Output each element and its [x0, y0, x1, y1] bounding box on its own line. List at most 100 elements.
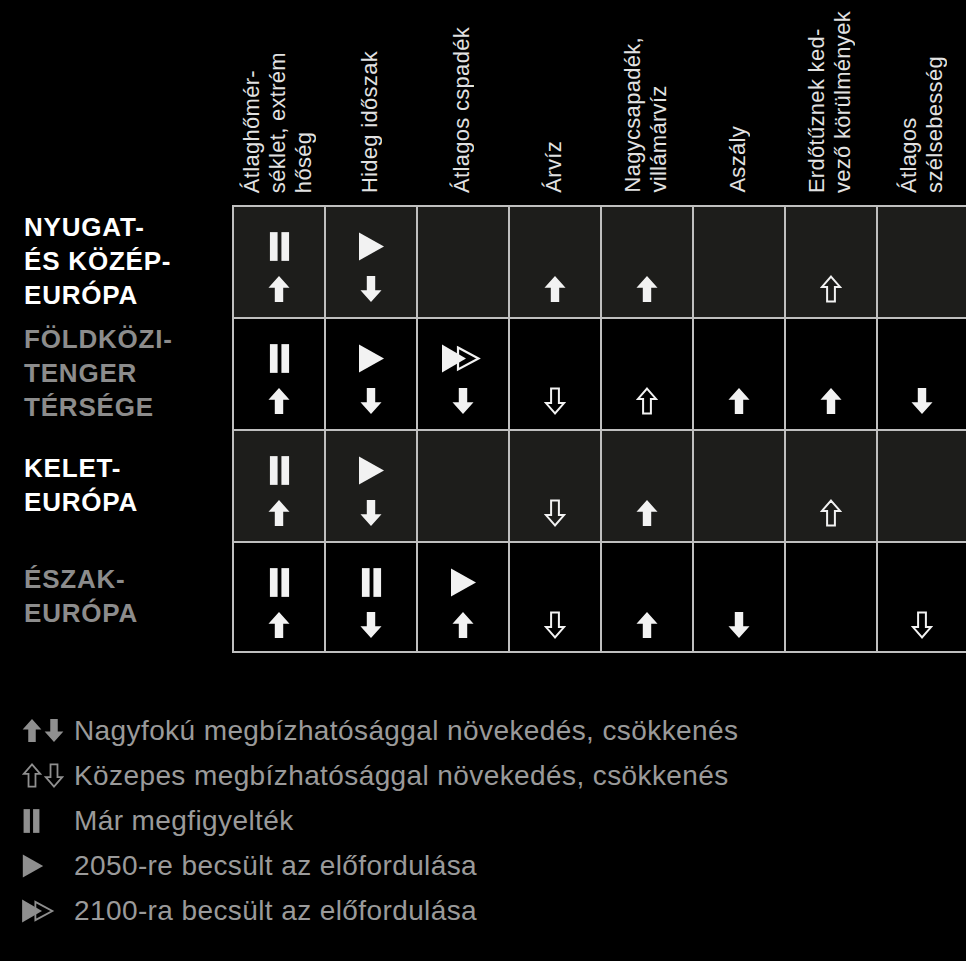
- column-header: Átlagos szélsebesség: [876, 0, 966, 193]
- cell-trend-slot: [442, 335, 484, 381]
- column-header: Átlagos cspadék: [416, 0, 508, 193]
- column-header-label: Átlagos cspadék: [449, 27, 475, 193]
- matrix-cell: [692, 541, 784, 651]
- play-icon: [450, 568, 477, 597]
- up-icon: [268, 500, 290, 526]
- cell-arrow-slot: [452, 605, 474, 645]
- matrix-cell: [600, 317, 692, 429]
- cell-arrow-slot: [268, 269, 290, 309]
- cell-arrow-slot: [911, 381, 933, 421]
- cell-trend-slot: [268, 335, 291, 381]
- column-header: Hideg időszak: [324, 0, 416, 193]
- down-icon: [911, 388, 933, 414]
- up-icon: [268, 388, 290, 414]
- down-icon: [360, 276, 382, 302]
- up-icon: [820, 388, 842, 414]
- cell-arrow-slot: [544, 605, 566, 645]
- up-icon: [544, 276, 566, 302]
- legend-icon-group: [20, 809, 74, 833]
- matrix-cell: [600, 541, 692, 651]
- cell-arrow-slot: [360, 605, 382, 645]
- column-header: Nagycsapadék, villámárvíz: [600, 0, 692, 193]
- cell-trend-slot: [268, 447, 291, 493]
- matrix-cell: [232, 541, 324, 651]
- matrix-cell: [324, 317, 416, 429]
- down-icon: [360, 612, 382, 638]
- matrix-cell: [876, 317, 966, 429]
- matrix-cell: [600, 205, 692, 317]
- legend: Nagyfokú megbízhatósággal növekedés, csö…: [20, 708, 738, 933]
- matrix-cell: [692, 205, 784, 317]
- cell-arrow-slot: [268, 605, 290, 645]
- up-icon: [268, 612, 290, 638]
- up-icon: [636, 612, 658, 638]
- cell-arrow-slot: [544, 269, 566, 309]
- cell-arrow-slot: [360, 381, 382, 421]
- legend-label: Már megfigyelték: [74, 805, 294, 837]
- cell-arrow-slot: [636, 381, 658, 421]
- matrix-cell: [232, 205, 324, 317]
- cell-trend-slot: [360, 559, 383, 605]
- up-outline-icon: [22, 763, 42, 788]
- matrix-cell: [876, 429, 966, 541]
- cell-arrow-slot: [360, 493, 382, 533]
- up-icon: [452, 612, 474, 638]
- cell-arrow-slot: [636, 605, 658, 645]
- cell-trend-slot: [268, 223, 291, 269]
- matrix-cell: [324, 205, 416, 317]
- cell-arrow-slot: [268, 493, 290, 533]
- down-outline-icon: [544, 611, 566, 639]
- play-icon: [358, 456, 385, 485]
- legend-label: 2050-re becsült az előfordulása: [74, 850, 477, 882]
- matrix-cell: [232, 429, 324, 541]
- matrix-cell: [416, 429, 508, 541]
- play-icon: [358, 344, 385, 373]
- matrix-cell: [784, 541, 876, 651]
- row-label: KELET- EURÓPA: [24, 429, 229, 541]
- cell-arrow-slot: [820, 381, 842, 421]
- cell-trend-slot: [268, 559, 291, 605]
- matrix-cell: [508, 541, 600, 651]
- matrix-cell: [508, 429, 600, 541]
- matrix-cell: [324, 541, 416, 651]
- column-header: Árvíz: [508, 0, 600, 193]
- cell-arrow-slot: [268, 381, 290, 421]
- up-icon: [636, 276, 658, 302]
- legend-label: Nagyfokú megbízhatósággal növekedés, csö…: [74, 715, 738, 747]
- up-outline-icon: [636, 387, 658, 415]
- pause-icon: [22, 809, 41, 833]
- column-header-label: Aszály: [725, 126, 751, 193]
- down-outline-icon: [544, 387, 566, 415]
- up-outline-icon: [820, 275, 842, 303]
- legend-item: Közepes megbízhatósággal növekedés, csök…: [20, 753, 738, 798]
- column-header: Átlaghőmér- séklet, extrém hőség: [232, 0, 324, 193]
- column-header-label: Erdőtűznek ked- vező körülmények: [804, 11, 856, 193]
- up-icon: [636, 500, 658, 526]
- up-icon: [268, 276, 290, 302]
- play-icon: [358, 232, 385, 261]
- column-header-label: Átlaghőmér- séklet, extrém hőség: [239, 52, 317, 193]
- up-icon: [728, 388, 750, 414]
- matrix-cell: [232, 317, 324, 429]
- pause-icon: [268, 456, 291, 485]
- cell-arrow-slot: [820, 269, 842, 309]
- matrix-cell: [508, 317, 600, 429]
- matrix-cell: [784, 317, 876, 429]
- pause-icon: [268, 344, 291, 373]
- up-icon: [22, 719, 42, 742]
- cell-trend-slot: [450, 559, 477, 605]
- pause-icon: [268, 232, 291, 261]
- cell-trend-slot: [358, 223, 385, 269]
- matrix-cell: [876, 205, 966, 317]
- column-header: Erdőtűznek ked- vező körülmények: [784, 0, 876, 193]
- row-label: ÉSZAK- EURÓPA: [24, 541, 229, 651]
- down-icon: [360, 388, 382, 414]
- down-outline-icon: [911, 611, 933, 639]
- column-header-label: Átlagos szélsebesség: [896, 56, 948, 193]
- play-2100-icon: [22, 899, 57, 923]
- pause-icon: [360, 568, 383, 597]
- down-icon: [728, 612, 750, 638]
- cell-arrow-slot: [636, 493, 658, 533]
- legend-item: Nagyfokú megbízhatósággal növekedés, csö…: [20, 708, 738, 753]
- cell-arrow-slot: [728, 381, 750, 421]
